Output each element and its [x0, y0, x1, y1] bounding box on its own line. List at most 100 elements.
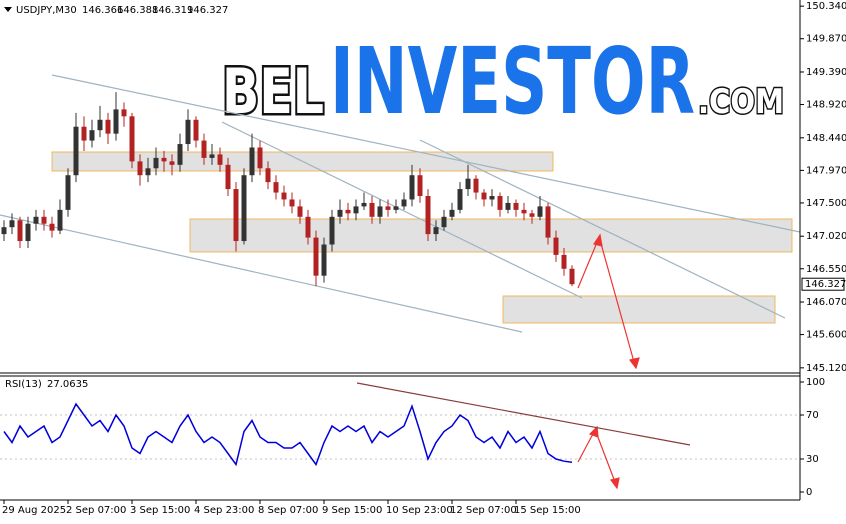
candle-body [281, 192, 287, 200]
y-tick-label: 149.870 [806, 34, 846, 45]
candle-body [57, 209, 63, 231]
y-tick-label: 70 [806, 410, 819, 421]
zone [502, 295, 776, 324]
trend-line [221, 121, 583, 299]
candle-body [17, 220, 23, 242]
trend-line [0, 214, 523, 333]
candle-body [457, 189, 463, 210]
candle-body [521, 209, 527, 214]
candle-body [321, 244, 327, 276]
y-tick-label: 150.340 [806, 1, 846, 12]
candle-body [417, 175, 423, 197]
candle-body [265, 168, 271, 183]
candle-body [353, 206, 359, 214]
y-tick-label: 146.550 [806, 264, 846, 275]
candle-body [161, 157, 167, 162]
candle-body [73, 126, 79, 176]
candle-body [217, 154, 223, 165]
candle-body [537, 206, 543, 217]
candle-body [561, 254, 567, 269]
header-open: 146.366 [82, 5, 123, 16]
x-tick-label: 2 Sep 07:00 [66, 505, 126, 516]
y-tick-label: 147.500 [806, 198, 846, 209]
candle-body [449, 209, 455, 217]
candle-body [441, 216, 447, 228]
y-tick-label: 100 [806, 377, 825, 388]
arrowhead [628, 357, 640, 370]
candle-body [81, 126, 87, 141]
arrows [577, 233, 640, 490]
candle-body [209, 154, 215, 158]
candle-body [369, 202, 375, 217]
symbol-title: USDJPY,M30 [16, 5, 77, 16]
collapse-icon [4, 7, 12, 12]
candle-body [153, 157, 159, 169]
x-tick-label: 15 Sep 15:00 [514, 505, 581, 516]
rsi-trend-line [356, 382, 691, 446]
y-tick-label: 0 [806, 487, 812, 498]
candle-body [177, 144, 183, 165]
candle-body [49, 223, 55, 231]
candle-body [41, 216, 47, 224]
candle-body [425, 196, 431, 235]
candle-body [233, 189, 239, 242]
candle-body [241, 175, 247, 242]
candle-body [569, 268, 575, 285]
arrow [577, 431, 595, 463]
candle-body [193, 119, 199, 141]
candle-body [465, 178, 471, 190]
frame [0, 0, 801, 501]
y-tick-label: 145.600 [806, 330, 846, 341]
x-tick-label: 3 Sep 15:00 [130, 505, 190, 516]
candle-body [361, 202, 367, 207]
candle-body [1, 227, 7, 235]
candle-body [201, 140, 207, 158]
candle-body [401, 199, 407, 207]
y-tick-label: 147.970 [806, 165, 846, 176]
x-tick-label: 4 Sep 23:00 [194, 505, 254, 516]
watermark-bel: BEL [222, 55, 324, 128]
current-price-box [801, 277, 845, 291]
candle-body [249, 147, 255, 176]
x-tick-label: 12 Sep 07:00 [450, 505, 517, 516]
arrowhead [609, 477, 620, 490]
y-tick-label: 146.070 [806, 297, 846, 308]
candle-body [545, 206, 551, 238]
header-close: 146.327 [187, 5, 228, 16]
candle-body [385, 206, 391, 210]
candle-body [505, 202, 511, 210]
x-tick-label: 9 Sep 15:00 [322, 505, 382, 516]
candle-body [313, 237, 319, 276]
candle-body [305, 216, 311, 238]
rsi-line [3, 402, 573, 467]
y-tick-label: 30 [806, 454, 819, 465]
candle-body [473, 178, 479, 193]
y-tick-label: 147.020 [806, 231, 846, 242]
candle-body [513, 202, 519, 210]
candle-body [481, 192, 487, 200]
candle-body [393, 206, 399, 210]
x-tick-label: 29 Aug 2025 [2, 505, 66, 516]
candle-body [273, 182, 279, 193]
candle-body [225, 164, 231, 190]
y-tick-label: 148.440 [806, 133, 846, 144]
candle-body [497, 196, 503, 210]
candle-body [289, 199, 295, 207]
candle-body [345, 209, 351, 214]
rsi-value: 27.0635 [47, 379, 88, 390]
header-high: 146.388 [117, 5, 158, 16]
watermark-investor: INVESTOR [330, 28, 695, 135]
y-tick-label: 149.390 [806, 67, 846, 78]
candle-body [409, 175, 415, 200]
trend-line [51, 74, 801, 233]
candle-body [337, 209, 343, 217]
arrow [595, 431, 616, 483]
candle-body [9, 220, 15, 228]
candle-body [185, 119, 191, 145]
candle-body [113, 109, 119, 134]
candle-body [489, 196, 495, 200]
candle-body [553, 237, 559, 255]
candle-body [89, 130, 95, 141]
